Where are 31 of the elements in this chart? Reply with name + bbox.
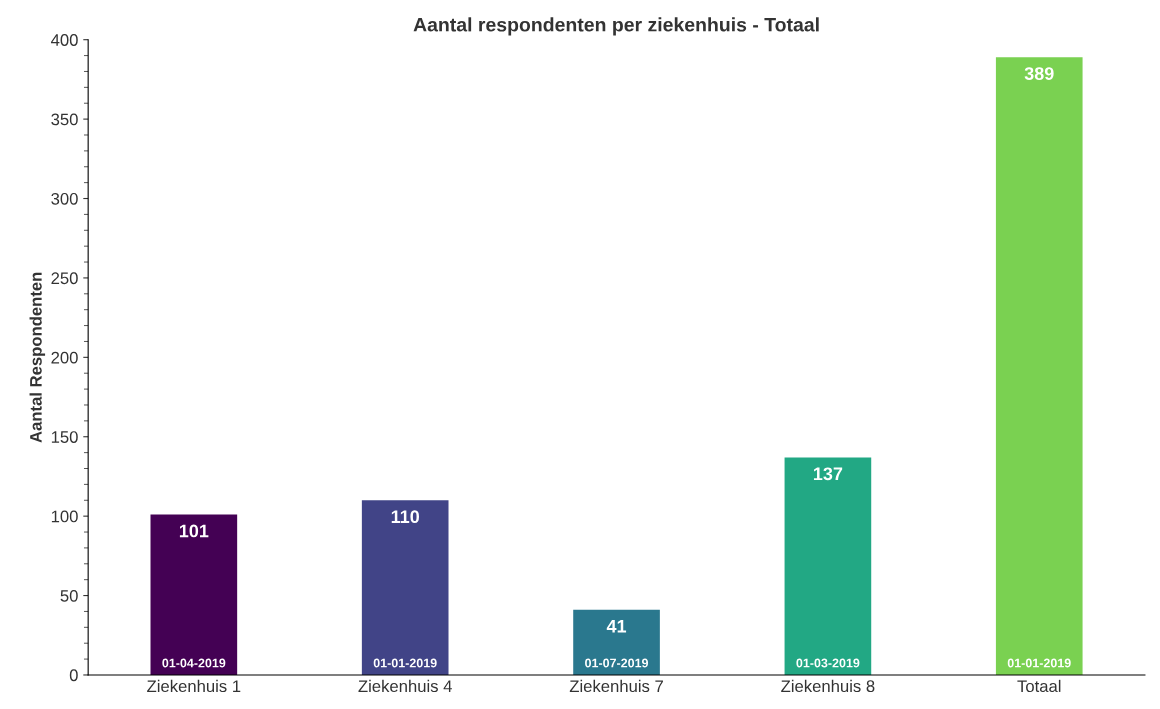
data-label: 101 [179,524,209,538]
y-tick-label: 50 [60,589,78,602]
y-tick-label: 100 [51,510,78,523]
bar [784,457,872,675]
y-tick-label: 150 [51,431,78,443]
data-label: 41 [606,620,627,633]
bar [361,500,449,675]
bar [150,514,238,675]
bar [995,57,1083,675]
y-tick-label: 300 [51,192,78,205]
annotation: 01-03-2019 [796,658,860,668]
annotation: 01-01-2019 [373,658,437,668]
x-tick-label: Totaal [1017,679,1061,693]
y-tick-label: 200 [51,351,78,364]
chart-title: Aantal respondenten per ziekenhuis - Totaal [413,17,819,36]
x-tick-label: Ziekenhuis 7 [569,679,663,693]
y-tick-label: 350 [51,113,78,126]
y-tick-label: 0 [69,669,78,682]
annotation: 01-01-2019 [1007,658,1071,668]
bar [573,609,660,675]
x-tick-label: Ziekenhuis 1 [147,679,241,693]
data-label: 389 [1024,67,1054,80]
annotation: 01-04-2019 [162,658,226,668]
y-axis-title: Aantal Respondenten [29,272,46,443]
data-label: 110 [391,510,420,524]
y-tick-label: 400 [51,34,78,46]
data-label: 137 [813,467,843,481]
x-tick-label: Ziekenhuis 4 [358,679,452,693]
annotation: 01-07-2019 [585,658,649,668]
y-tick-label: 250 [51,272,78,285]
x-tick-label: Ziekenhuis 8 [781,679,875,693]
